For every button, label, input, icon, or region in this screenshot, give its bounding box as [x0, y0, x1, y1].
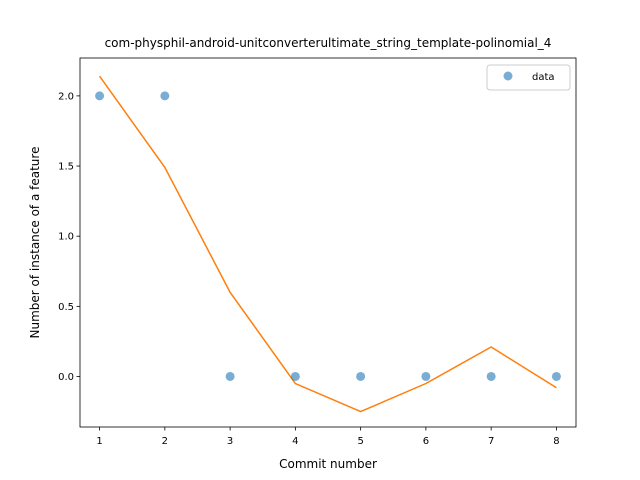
y-tick-label: 0.0 [58, 372, 74, 383]
chart-title: com-physphil-android-unitconverterultima… [105, 36, 552, 50]
data-point [160, 91, 170, 101]
y-tick-label: 1.5 [58, 162, 74, 173]
data-point [95, 91, 105, 101]
legend-marker-data [503, 71, 513, 81]
y-tick-label: 2.0 [58, 91, 74, 102]
x-axis-ticks: 1 2 3 4 5 6 7 8 [96, 427, 560, 447]
axes-frame [79, 57, 577, 428]
x-tick-label: 4 [292, 436, 298, 447]
y-axis-ticks: 0.0 0.5 1.0 1.5 2.0 [58, 91, 80, 383]
fit-line [98, 75, 557, 413]
x-tick-label: 7 [488, 436, 494, 447]
x-axis-label: Commit number [279, 457, 377, 471]
data-point [225, 371, 235, 381]
legend-box [486, 64, 571, 91]
x-tick-label: 1 [96, 436, 102, 447]
y-tick-label: 1.0 [58, 232, 74, 243]
legend: data [486, 64, 571, 91]
data-point [421, 371, 431, 381]
x-tick-label: 5 [357, 436, 363, 447]
x-tick-label: 2 [162, 436, 168, 447]
y-tick-label: 0.5 [58, 302, 74, 313]
data-point [290, 371, 300, 381]
x-tick-label: 8 [553, 436, 559, 447]
x-tick-label: 6 [423, 436, 429, 447]
x-tick-label: 3 [227, 436, 233, 447]
legend-label-data: data [532, 72, 555, 83]
data-point [356, 371, 366, 381]
plot-area [95, 75, 561, 413]
y-axis-label: Number of instance of a feature [28, 147, 42, 339]
data-point [486, 371, 496, 381]
data-point [551, 371, 561, 381]
